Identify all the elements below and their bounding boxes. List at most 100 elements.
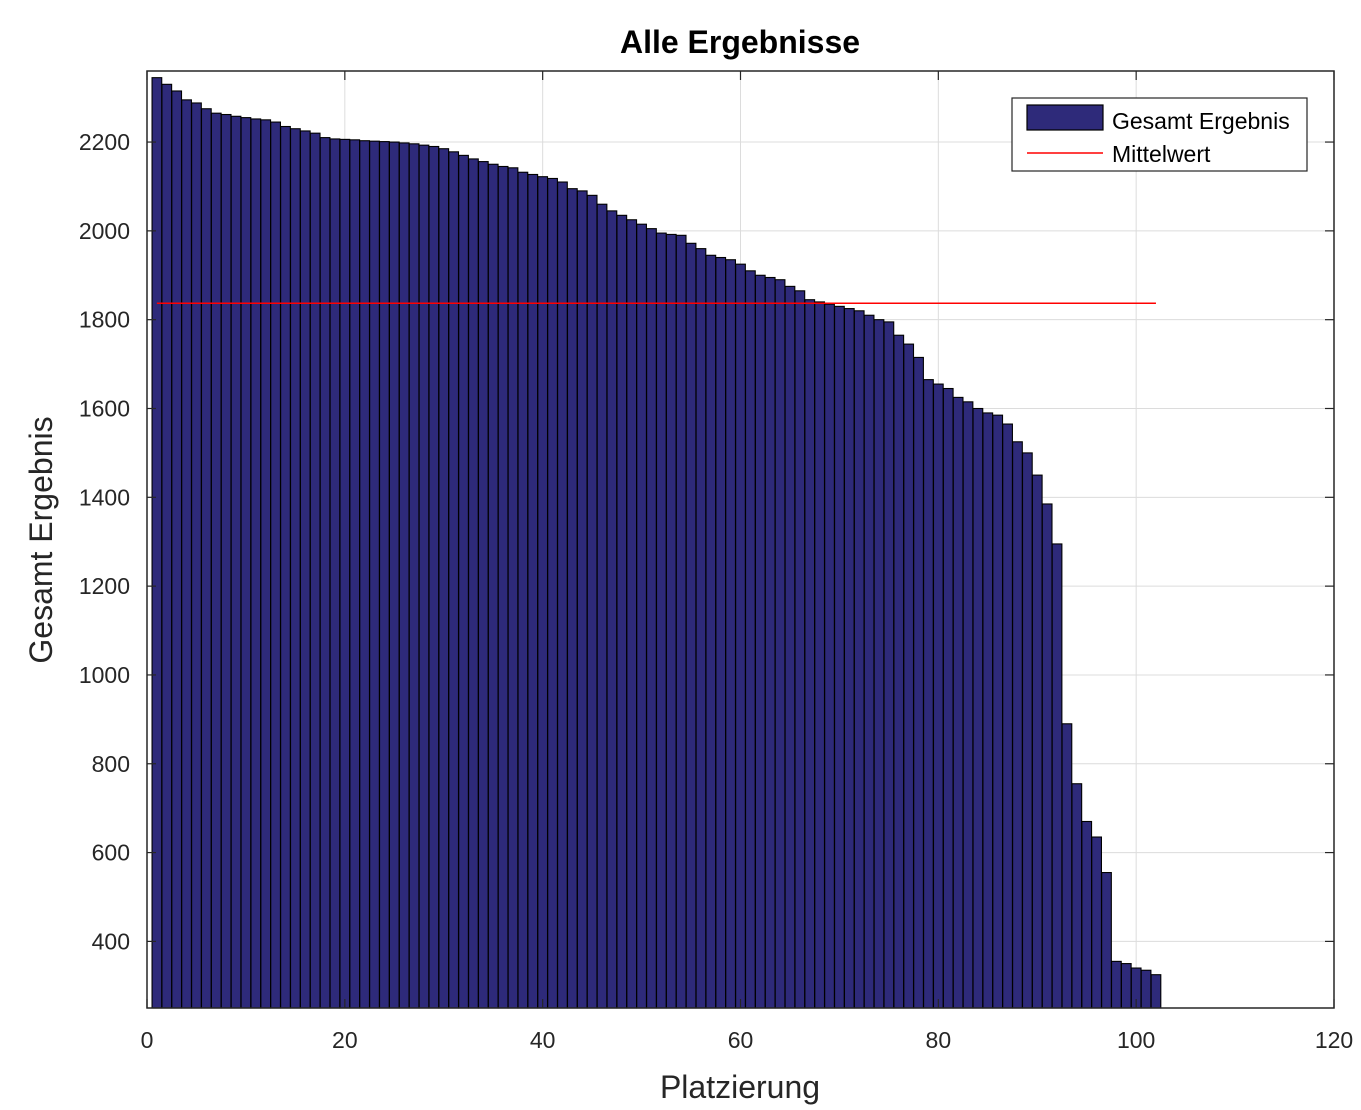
- legend-label-bars: Gesamt Ergebnis: [1112, 108, 1290, 134]
- bar: [1150, 974, 1162, 1009]
- bar: [814, 301, 826, 1009]
- bar: [537, 176, 549, 1009]
- x-tick-label: 80: [926, 1027, 952, 1053]
- bar: [448, 151, 460, 1009]
- bar: [626, 219, 638, 1009]
- bar: [1140, 969, 1152, 1009]
- bar: [606, 210, 618, 1009]
- bar: [428, 145, 440, 1009]
- bar: [507, 167, 519, 1009]
- bar: [972, 407, 984, 1009]
- bar: [932, 383, 944, 1009]
- axis-ticks: 0 20 40 60 80 100 120 400 600 800 1000 1200 1400 1600…: [79, 71, 1353, 1053]
- legend-bar-swatch: [1026, 104, 1104, 131]
- y-axis-label: Gesamt Ergebnis: [23, 416, 59, 663]
- bar: [636, 223, 647, 1009]
- bar: [962, 401, 974, 1009]
- bar: [853, 310, 865, 1009]
- bar: [240, 117, 252, 1009]
- bar: [784, 285, 796, 1009]
- bar: [566, 188, 578, 1009]
- bar: [527, 173, 539, 1009]
- x-tick-label: 120: [1315, 1027, 1353, 1053]
- bar: [339, 138, 351, 1009]
- bar: [408, 143, 420, 1009]
- bar: [665, 233, 677, 1009]
- bar: [1021, 452, 1033, 1009]
- bar: [487, 163, 499, 1009]
- bar: [1101, 872, 1112, 1009]
- bar: [942, 387, 954, 1009]
- bar: [863, 314, 875, 1009]
- bar: [230, 115, 242, 1009]
- x-tick-label: 40: [530, 1027, 556, 1053]
- bar: [725, 259, 737, 1009]
- x-axis-label: Platzierung: [660, 1069, 820, 1105]
- bar: [151, 77, 163, 1009]
- y-tick-label: 400: [92, 928, 130, 954]
- bar: [1120, 963, 1132, 1009]
- bar: [1071, 783, 1083, 1009]
- y-tick-label: 2200: [79, 129, 130, 155]
- bar: [1081, 820, 1093, 1009]
- chart-title: Alle Ergebnisse: [620, 24, 860, 60]
- bar: [903, 343, 915, 1009]
- bar: [557, 181, 568, 1009]
- y-tick-label: 1200: [79, 573, 130, 599]
- bar: [982, 412, 994, 1009]
- bar: [329, 138, 341, 1009]
- bar: [923, 379, 934, 1009]
- bar: [418, 144, 430, 1009]
- bar: [1002, 423, 1013, 1009]
- bar: [438, 148, 450, 1009]
- bar: [161, 83, 173, 1009]
- bar: [646, 228, 657, 1009]
- bar: [952, 396, 964, 1009]
- bar: [596, 203, 608, 1009]
- bar: [369, 140, 380, 1009]
- x-tick-label: 100: [1117, 1027, 1155, 1053]
- bar: [270, 121, 281, 1009]
- bar: [319, 137, 331, 1009]
- bar: [1061, 723, 1073, 1009]
- bar: [200, 108, 212, 1009]
- bar: [1012, 441, 1023, 1009]
- bar: [744, 270, 756, 1009]
- bar: [685, 242, 697, 1009]
- bar: [794, 290, 806, 1009]
- bar: [1091, 836, 1102, 1009]
- bar: [834, 305, 845, 1009]
- bar: [260, 119, 272, 1009]
- bar: [1031, 474, 1043, 1009]
- bar: [824, 303, 835, 1009]
- bar: [883, 321, 895, 1009]
- bar: [289, 128, 301, 1009]
- bar: [586, 194, 598, 1009]
- bar: [576, 190, 588, 1009]
- bar: [655, 232, 667, 1009]
- y-tick-label: 1800: [79, 307, 130, 333]
- x-tick-label: 0: [141, 1027, 154, 1053]
- bar: [191, 102, 202, 1009]
- bar: [280, 125, 291, 1009]
- bar: [359, 140, 371, 1009]
- bar: [675, 234, 687, 1009]
- bar: [388, 141, 400, 1009]
- bar: [398, 142, 410, 1009]
- y-tick-label: 800: [92, 751, 130, 777]
- y-tick-label: 1400: [79, 484, 130, 510]
- y-tick-label: 1600: [79, 395, 130, 421]
- bar: [517, 171, 529, 1009]
- bar: [458, 154, 469, 1009]
- bar: [893, 334, 905, 1009]
- x-tick-label: 60: [728, 1027, 754, 1053]
- x-tick-label: 20: [332, 1027, 358, 1053]
- bar: [754, 274, 766, 1009]
- legend: Gesamt Ergebnis Mittelwert: [1011, 97, 1308, 172]
- bar: [220, 113, 232, 1009]
- y-tick-label: 2000: [79, 218, 130, 244]
- bar: [735, 263, 746, 1009]
- bar: [299, 130, 311, 1009]
